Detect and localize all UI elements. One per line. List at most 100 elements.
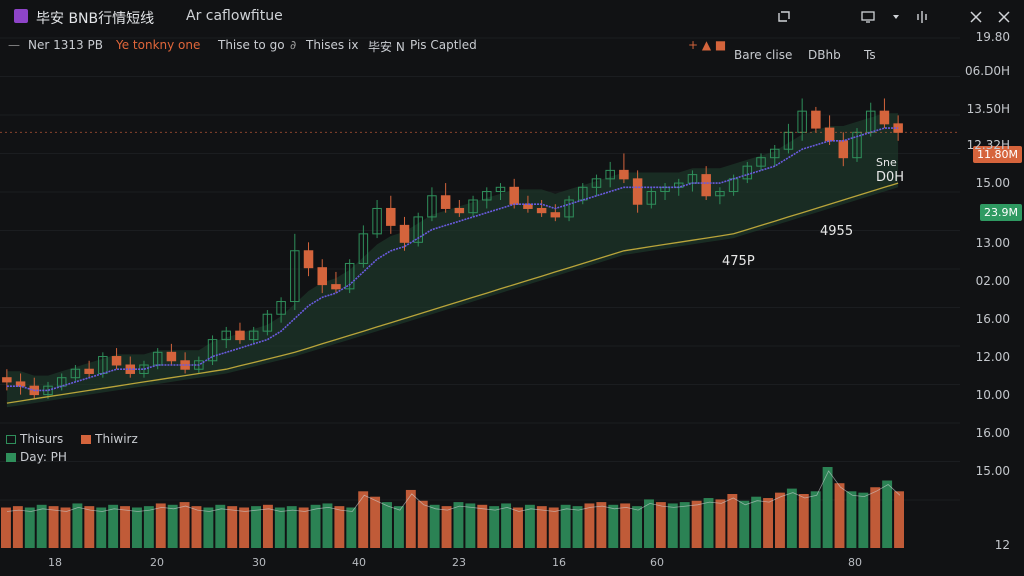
candle-body xyxy=(482,191,492,201)
y-tick-label: 16.00 xyxy=(975,426,1010,440)
candle-body xyxy=(152,351,163,366)
volume-bar xyxy=(620,503,631,548)
candle xyxy=(591,174,602,196)
volume-ma-line xyxy=(6,470,901,512)
candle xyxy=(495,183,506,200)
candle-body xyxy=(180,360,190,370)
candle xyxy=(152,348,163,370)
candle-body xyxy=(564,199,574,218)
volume-bar xyxy=(596,502,607,548)
close-x-icon[interactable] xyxy=(966,7,986,27)
candle-body xyxy=(468,199,478,214)
candle xyxy=(2,369,12,391)
volume-bar xyxy=(191,506,202,548)
candle xyxy=(386,195,396,234)
volume-bar xyxy=(858,492,869,548)
y-tick-label: 19.80 xyxy=(975,30,1010,44)
candle-body xyxy=(811,110,821,129)
volume-bar xyxy=(798,494,809,548)
candle-body xyxy=(454,207,465,214)
volume-bar xyxy=(227,506,238,548)
candle-body xyxy=(207,339,218,362)
volume-bar xyxy=(310,504,321,548)
volume-bar xyxy=(477,504,488,548)
volume-bar xyxy=(167,504,178,548)
candle-body xyxy=(317,267,327,286)
candle-body xyxy=(303,250,314,269)
volume-series xyxy=(1,467,904,548)
candle-body xyxy=(509,186,519,205)
candle xyxy=(399,216,410,251)
candle-body xyxy=(879,110,890,125)
candle-body xyxy=(797,110,807,133)
candle-body xyxy=(660,186,670,193)
candle xyxy=(84,360,94,378)
volume-bar xyxy=(882,480,893,548)
chart-type-icon[interactable] xyxy=(858,7,878,27)
candle-body xyxy=(632,178,643,205)
volume-bar xyxy=(36,504,47,548)
candle-body xyxy=(769,148,780,159)
candle-body xyxy=(111,356,122,366)
y-tick-label: 02.00 xyxy=(975,274,1010,288)
volume-bar xyxy=(393,506,404,548)
volume-bar xyxy=(441,506,452,548)
volume-bar xyxy=(131,507,142,548)
y-tick-label: 12.00 xyxy=(975,350,1010,364)
volume-bar xyxy=(179,502,190,548)
candle-body xyxy=(427,195,437,218)
volume-bar xyxy=(894,491,904,548)
volume-bar xyxy=(560,504,571,548)
candle-body xyxy=(578,186,588,201)
title-bar: 毕安 BNB行情短线 Ar caflowfitue xyxy=(0,0,1024,34)
candle-body xyxy=(838,140,849,159)
candle xyxy=(317,259,327,294)
candle xyxy=(632,170,643,213)
candle-body xyxy=(824,127,835,142)
candle xyxy=(715,187,725,205)
volume-bar xyxy=(501,503,512,548)
volume-bar xyxy=(405,489,416,548)
volume-bar xyxy=(274,507,285,548)
candle xyxy=(372,200,382,239)
x-tick-label: 18 xyxy=(48,556,62,569)
candle xyxy=(303,242,314,277)
candle xyxy=(550,204,561,222)
x-tick-label: 40 xyxy=(352,556,366,569)
volume-bar xyxy=(608,504,619,548)
legend-item-5: ix xyxy=(348,38,359,52)
candle xyxy=(262,310,273,336)
legend-item-6: 毕安 N xyxy=(368,40,405,54)
crosshair-move-icon[interactable] xyxy=(774,7,794,27)
candle xyxy=(605,161,615,188)
candle-body xyxy=(605,169,615,180)
x-tick-label: 16 xyxy=(552,556,566,569)
candle xyxy=(235,322,245,344)
candle xyxy=(523,195,533,213)
candle xyxy=(454,200,465,217)
candle xyxy=(56,373,67,391)
candle-body xyxy=(440,195,451,209)
legend-item-4: Thises xyxy=(306,38,345,52)
y-tick-label: 15.00 xyxy=(975,176,1010,190)
y-tick-label: 10.00 xyxy=(975,388,1010,402)
volume-bar xyxy=(655,502,666,548)
annotation-2: D0H xyxy=(876,170,905,185)
candle xyxy=(824,115,835,145)
volume-period-label: Day: PH xyxy=(6,450,67,464)
y-tick-label: 06.D0H xyxy=(965,64,1010,78)
app-logo xyxy=(14,9,28,23)
candle xyxy=(564,195,574,222)
candle xyxy=(248,326,259,344)
candle xyxy=(811,106,821,133)
volume-bar xyxy=(143,506,154,548)
close-icon[interactable] xyxy=(994,7,1014,27)
candlestick-series xyxy=(2,98,903,399)
candle xyxy=(619,153,629,184)
volume-bar xyxy=(644,499,654,548)
compare-icon[interactable] xyxy=(912,7,932,27)
dropdown-icon[interactable] xyxy=(886,7,906,27)
volume-legend-item-1: Thisurs xyxy=(20,432,64,446)
candle-body xyxy=(166,351,177,362)
